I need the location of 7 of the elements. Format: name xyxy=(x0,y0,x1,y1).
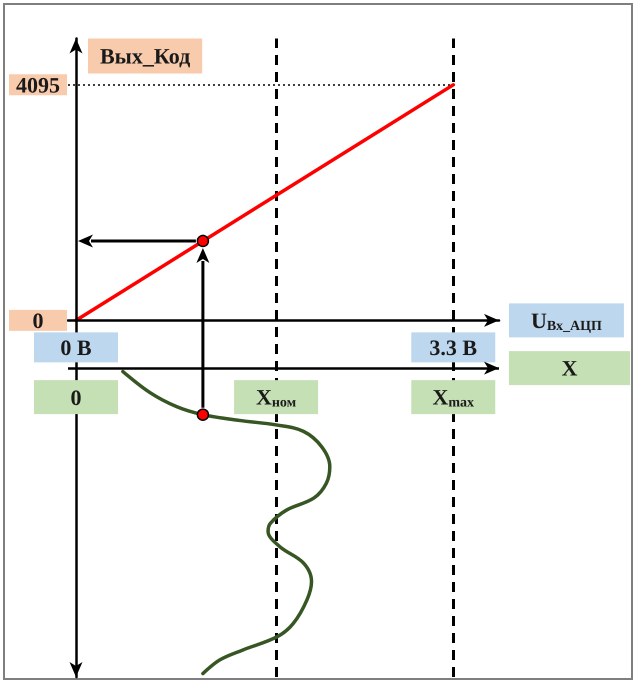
ref-line-label: X xyxy=(562,356,578,381)
y-axis-title: Вых_Код xyxy=(100,44,190,68)
line-series xyxy=(121,370,332,676)
x-tick-label: 3.3 В xyxy=(429,334,478,360)
y-tick-label: 4095 xyxy=(16,72,60,98)
x-tick-label: 0 В xyxy=(60,334,92,360)
annotation: 0 xyxy=(70,385,82,410)
